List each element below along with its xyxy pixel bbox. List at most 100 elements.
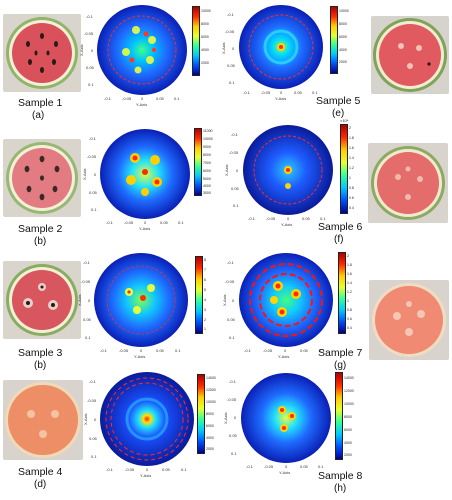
y-tick: -0.1 <box>89 379 96 384</box>
x-tick: 0.05 <box>294 90 302 95</box>
colorbar-tick: 4000 <box>206 436 214 440</box>
photo-sample-6 <box>368 143 448 223</box>
y-tick: -0.05 <box>229 150 239 155</box>
x-tick: 0.05 <box>162 467 170 472</box>
x-tick: 0.05 <box>156 348 164 353</box>
x-tick: 0 <box>285 464 288 469</box>
y-axis-title: X-Axis <box>83 413 88 425</box>
x-tick: 0.1 <box>178 220 184 225</box>
colorbar-sample-3 <box>195 256 203 334</box>
x-tick: -0.05 <box>122 96 132 101</box>
colorbar-tick: 1 <box>347 299 349 303</box>
y-tick: 0.05 <box>227 317 235 322</box>
x-axis-title: Y-Axis <box>281 222 293 227</box>
caption-sample-2: Sample 2 <box>18 223 63 235</box>
colorbar-tick: 10000 <box>201 9 211 13</box>
colorbar-tick: 6000 <box>339 35 347 39</box>
colorbar-tick: 4000 <box>339 48 347 52</box>
colorbar-tick: 2000 <box>339 60 347 64</box>
y-tick: -0.1 <box>89 136 96 141</box>
y-tick: 0 <box>234 415 237 420</box>
x-tick: -0.05 <box>124 220 134 225</box>
colorbar-tick: 2 <box>204 318 206 322</box>
y-tick: -0.1 <box>86 14 93 19</box>
x-tick: 0.1 <box>318 464 324 469</box>
x-tick: 0 <box>144 220 147 225</box>
heatmap-sample-1 <box>96 4 188 96</box>
colorbar-tick: 1.2 <box>347 290 352 294</box>
x-tick: 0 <box>140 348 143 353</box>
y-tick: 0.1 <box>229 335 235 340</box>
x-tick: 0 <box>141 96 144 101</box>
colorbar-tick: 10000 <box>339 9 349 13</box>
x-tick: -0.05 <box>261 90 271 95</box>
colorbar-tick: 1.8 <box>347 263 352 267</box>
colorbar-sample-7 <box>338 252 346 334</box>
heatmap-sample-4 <box>99 371 195 467</box>
colorbar-tick: 4 <box>204 298 206 302</box>
colorbar-tick: 2000 <box>201 61 209 65</box>
panel-letter-b-second: (b) <box>34 360 47 371</box>
colorbar-tick: 6000 <box>344 428 352 432</box>
x-tick: -0.1 <box>246 464 253 469</box>
y-axis-title: X-Axis <box>82 168 87 180</box>
heatmap-sample-7 <box>238 252 334 348</box>
y-tick: 0.1 <box>231 451 237 456</box>
panel-letter-h: (h) <box>334 483 347 494</box>
caption-sample-8: Sample 8 <box>318 470 363 482</box>
colorbar-tick: 9000 <box>203 145 211 149</box>
colorbar-sample-4 <box>197 374 205 454</box>
photo-sample-2 <box>3 139 81 217</box>
colorbar-tick: 8000 <box>339 22 347 26</box>
y-tick: 0 <box>232 298 235 303</box>
colorbar-tick: 12000 <box>206 388 216 392</box>
photo-sample-5 <box>371 16 449 94</box>
heatmap-sample-6 <box>242 124 334 216</box>
x-tick: 0.05 <box>156 96 164 101</box>
photo-sample-4 <box>3 380 83 460</box>
colorbar-tick: 1.4 <box>347 281 352 285</box>
panel-letter-a: (a) <box>32 110 45 121</box>
y-tick: 0 <box>236 168 239 173</box>
colorbar-sample-5 <box>330 6 338 74</box>
y-tick: 0.1 <box>85 335 91 340</box>
x-axis-title: Y-Axis <box>139 226 151 231</box>
y-axis-title: X-Axis <box>222 294 227 306</box>
y-tick: 0.05 <box>227 63 235 68</box>
x-tick: 0.1 <box>174 96 180 101</box>
heatmap-sample-5 <box>238 4 324 90</box>
colorbar-tick: 1.2 <box>349 166 354 170</box>
x-tick: -0.1 <box>106 220 113 225</box>
y-tick: 0 <box>91 48 94 53</box>
x-tick: 0.05 <box>160 220 168 225</box>
y-tick: 0.05 <box>89 190 97 195</box>
x-tick: 0.05 <box>300 348 308 353</box>
x-tick: -0.1 <box>244 348 251 353</box>
y-tick: -0.1 <box>227 260 234 265</box>
x-tick: 0.05 <box>300 464 308 469</box>
colorbar-tick: 8000 <box>206 412 214 416</box>
y-tick: -0.1 <box>229 379 236 384</box>
colorbar-tick: 10000 <box>203 137 213 141</box>
x-tick: 0 <box>280 90 283 95</box>
colorbar-tick: 2 <box>349 126 351 130</box>
y-axis-title: X-Axis <box>77 294 82 306</box>
x-tick: 0 <box>284 348 287 353</box>
x-tick: -0.05 <box>119 348 129 353</box>
colorbar-tick: 1.6 <box>349 146 354 150</box>
colorbar-tick: 1.6 <box>347 272 352 276</box>
x-tick: 0.05 <box>302 216 310 221</box>
colorbar-tick: 4000 <box>203 184 211 188</box>
heatmap-sample-2 <box>99 128 191 220</box>
colorbar-exponent: ×10⁴ <box>340 118 349 123</box>
colorbar-tick: 14000 <box>206 376 216 380</box>
colorbar-tick: 12000 <box>344 389 354 393</box>
colorbar-tick: 1 <box>204 327 206 331</box>
photo-sample-1 <box>3 14 81 92</box>
y-axis-title: X-Axis <box>224 164 229 176</box>
photo-sample-7 <box>369 280 449 360</box>
x-axis-title: Y-Axis <box>136 102 148 107</box>
caption-sample-4: Sample 4 <box>18 466 63 478</box>
colorbar-tick: 1.8 <box>349 136 354 140</box>
y-tick: 0 <box>232 46 235 51</box>
